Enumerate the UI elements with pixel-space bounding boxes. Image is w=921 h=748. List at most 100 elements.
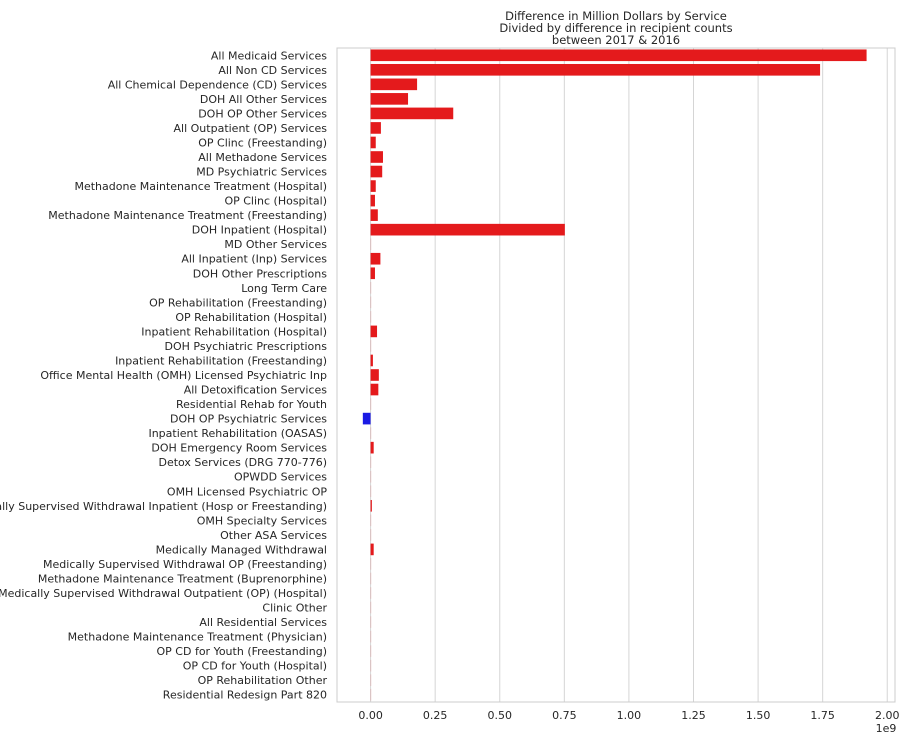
y-tick-label: All Inpatient (Inp) Services bbox=[181, 253, 327, 266]
bars bbox=[362, 49, 867, 701]
bar bbox=[370, 209, 378, 221]
y-tick-label: Residential Rehab for Youth bbox=[176, 398, 327, 411]
y-tick-label: All Chemical Dependence (CD) Services bbox=[108, 78, 328, 91]
bar bbox=[370, 529, 372, 541]
y-tick-label: Medically Supervised Withdrawal OP (Free… bbox=[43, 558, 327, 571]
y-tick-label: Office Mental Health (OMH) Licensed Psyc… bbox=[40, 369, 327, 382]
bar bbox=[370, 499, 372, 512]
chart-title-line-2: Divided by difference in recipient count… bbox=[499, 21, 732, 35]
y-tick-label: Inpatient Rehabilitation (Freestanding) bbox=[115, 354, 327, 367]
y-tick-label: MD Other Services bbox=[224, 238, 327, 251]
y-tick-labels: All Medicaid Services All Non CD Services… bbox=[0, 49, 327, 701]
y-tick-label: DOH All Other Services bbox=[200, 93, 327, 106]
x-tick-labels: 0.00 0.25 0.50 0.75 1.00 1.25 1.50 1.75 2.00 bbox=[358, 709, 899, 722]
y-tick-label: Methadone Maintenance Treatment (Physici… bbox=[68, 631, 327, 644]
x-tick-label: 1.25 bbox=[681, 709, 706, 722]
bar bbox=[370, 180, 376, 192]
x-tick-label: 0.00 bbox=[358, 709, 383, 722]
chart-title: Difference in Million Dollars by Service… bbox=[499, 9, 732, 47]
bar bbox=[370, 49, 867, 62]
bar bbox=[370, 93, 409, 105]
y-tick-label: Medically Supervised Withdrawal Outpatie… bbox=[0, 587, 327, 600]
y-tick-label: All Residential Services bbox=[199, 616, 327, 629]
y-tick-label: OP Clinc (Hospital) bbox=[224, 195, 327, 208]
bar bbox=[370, 78, 418, 91]
bar bbox=[370, 267, 375, 280]
y-tick-label: Detox Services (DRG 770-776) bbox=[158, 456, 327, 469]
bar bbox=[370, 136, 376, 149]
y-tick-label: Inpatient Rehabilitation (OASAS) bbox=[148, 427, 327, 440]
y-tick-label: Long Term Care bbox=[241, 282, 327, 295]
y-tick-label: MD Psychiatric Services bbox=[196, 166, 327, 179]
y-tick-label: DOH OP Other Services bbox=[198, 107, 327, 120]
bar bbox=[370, 281, 372, 294]
bar bbox=[370, 354, 373, 367]
bar bbox=[370, 223, 565, 236]
y-tick-label: All Medicaid Services bbox=[211, 49, 327, 62]
y-tick-label: Methadone Maintenance Treatment (Freesta… bbox=[48, 209, 327, 222]
bar bbox=[370, 340, 372, 352]
bar bbox=[362, 412, 371, 425]
x-tick-label: 1.50 bbox=[746, 709, 771, 722]
bar bbox=[370, 601, 372, 614]
bar bbox=[370, 194, 375, 207]
bar bbox=[370, 107, 454, 120]
bar bbox=[370, 369, 379, 381]
bar bbox=[370, 151, 383, 163]
bar bbox=[370, 630, 372, 643]
x-tick-label: 2.00 bbox=[875, 709, 900, 722]
y-tick-label: Methadone Maintenance Treatment (Hospita… bbox=[74, 180, 327, 193]
y-tick-label: DOH Emergency Room Services bbox=[151, 442, 327, 455]
axis-frame bbox=[336, 47, 896, 703]
y-tick-label: OMH Licensed Psychiatric OP bbox=[167, 485, 327, 498]
y-tick-label: OP CD for Youth (Hospital) bbox=[183, 660, 327, 673]
bar bbox=[370, 645, 372, 657]
x-tick-label: 0.75 bbox=[552, 709, 577, 722]
bar bbox=[370, 616, 372, 628]
bar bbox=[370, 165, 383, 178]
y-tick-label: Medically Managed Withdrawal bbox=[156, 543, 327, 556]
bar bbox=[370, 456, 372, 469]
y-tick-label: OP Rehabilitation Other bbox=[198, 674, 328, 687]
y-tick-label: All Non CD Services bbox=[218, 64, 327, 77]
y-tick-label: DOH Other Prescriptions bbox=[193, 267, 328, 280]
x-gridlines bbox=[370, 48, 888, 702]
y-tick-label: Clinic Other bbox=[262, 602, 327, 615]
x-tick-label: 1.75 bbox=[810, 709, 835, 722]
bar bbox=[370, 122, 381, 134]
chart-title-line-3: between 2017 & 2016 bbox=[552, 33, 680, 47]
y-tick-label: OP Rehabilitation (Hospital) bbox=[175, 311, 327, 324]
x-axis-offset-label: 1e9 bbox=[876, 722, 897, 735]
bar bbox=[370, 238, 372, 251]
bar bbox=[370, 325, 378, 338]
y-tick-label: All Detoxification Services bbox=[184, 384, 328, 397]
y-tick-label: Other ASA Services bbox=[220, 529, 327, 542]
x-tick-label: 1.00 bbox=[617, 709, 642, 722]
y-tick-label: Residential Redesign Part 820 bbox=[163, 689, 327, 702]
bar bbox=[370, 659, 372, 672]
bar bbox=[370, 383, 379, 396]
plot-frame bbox=[336, 47, 896, 703]
y-tick-label: OPWDD Services bbox=[234, 471, 327, 484]
x-tick-label: 0.50 bbox=[488, 709, 513, 722]
y-tick-label: DOH OP Psychiatric Services bbox=[170, 413, 327, 426]
y-tick-label: Methadone Maintenance Treatment (Bupreno… bbox=[38, 572, 327, 585]
bar bbox=[370, 296, 372, 309]
bar bbox=[370, 63, 821, 76]
y-tick-label: All Outpatient (OP) Services bbox=[174, 122, 328, 135]
bar bbox=[370, 470, 372, 483]
bar bbox=[370, 252, 381, 265]
bar bbox=[370, 485, 372, 498]
bar bbox=[370, 688, 372, 701]
bar bbox=[370, 674, 372, 687]
y-tick-label: All Methadone Services bbox=[198, 151, 327, 164]
y-tick-label: OP Rehabilitation (Freestanding) bbox=[149, 296, 327, 309]
bar bbox=[370, 558, 372, 570]
y-tick-label: OMH Specialty Services bbox=[197, 514, 328, 527]
bar bbox=[370, 514, 372, 527]
bar bbox=[370, 572, 372, 585]
y-tick-label: DOH Inpatient (Hospital) bbox=[192, 224, 327, 237]
chart-title-line-1: Difference in Million Dollars by Service bbox=[505, 9, 727, 23]
y-tick-label: OP CD for Youth (Freestanding) bbox=[157, 645, 327, 658]
